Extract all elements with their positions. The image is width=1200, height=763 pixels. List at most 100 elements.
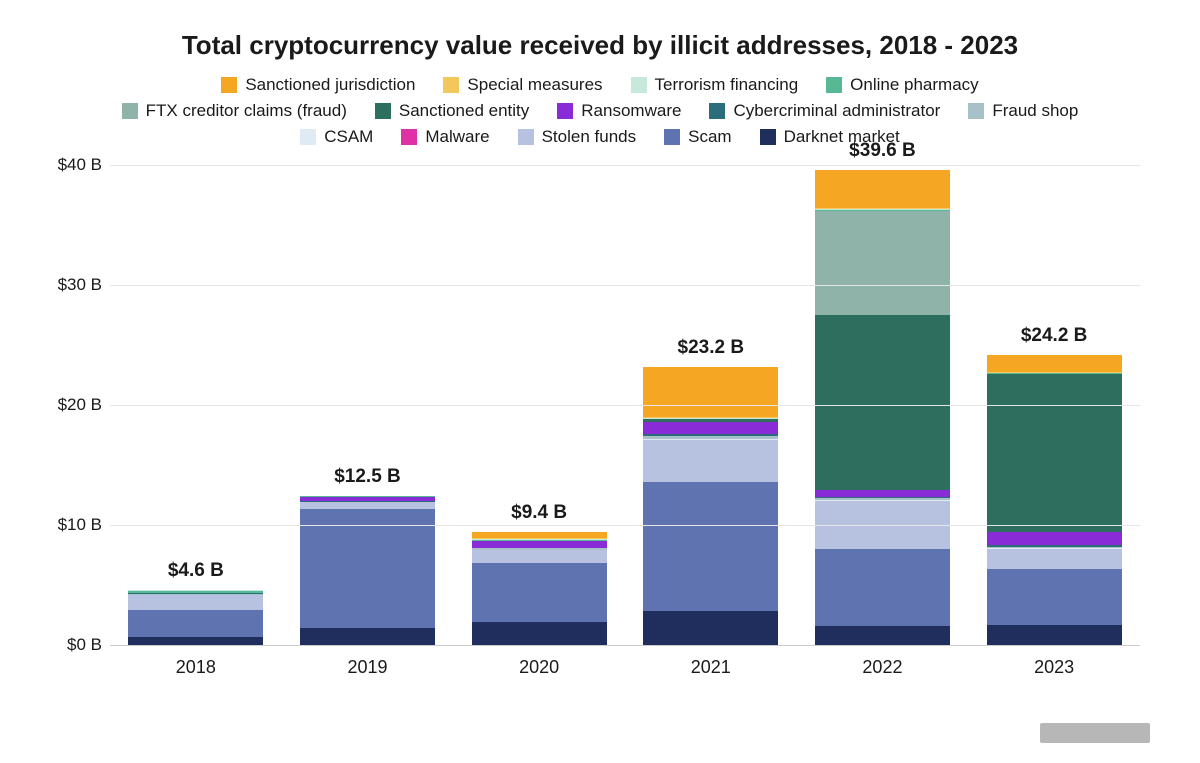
- legend-label: Sanctioned entity: [399, 101, 529, 121]
- bar-segment-stolen-funds: [300, 502, 435, 509]
- legend: Sanctioned jurisdiction Special measures T…: [120, 75, 1080, 147]
- grid-line: [110, 405, 1140, 406]
- bar-segment-stolen-funds: [643, 440, 778, 482]
- bar-segment-scam: [987, 569, 1122, 624]
- bar-column: $39.6 B: [815, 170, 950, 645]
- bar-total-label: $4.6 B: [168, 560, 224, 582]
- legend-item-terrorism-financing: Terrorism financing: [631, 75, 799, 95]
- legend-swatch: [518, 129, 534, 145]
- legend-item-csam: CSAM: [300, 127, 373, 147]
- legend-label: Fraud shop: [992, 101, 1078, 121]
- legend-swatch: [401, 129, 417, 145]
- grid-line: [110, 645, 1140, 646]
- bar-segment-scam: [128, 610, 263, 636]
- legend-item-stolen-funds: Stolen funds: [518, 127, 637, 147]
- legend-item-special-measures: Special measures: [443, 75, 602, 95]
- bar-segment-ransomware: [815, 490, 950, 497]
- legend-swatch: [443, 77, 459, 93]
- bar-stack: $9.4 B: [472, 532, 607, 645]
- bar-column: $12.5 B: [300, 496, 435, 645]
- bar-total-label: $23.2 B: [678, 337, 745, 359]
- x-axis-tick: 2019: [300, 657, 435, 678]
- legend-swatch: [221, 77, 237, 93]
- bar-segment-darknet-market: [300, 628, 435, 645]
- source-attribution-redacted: [1040, 723, 1150, 743]
- bar-segment-sanctioned-jurisdiction: [643, 367, 778, 417]
- legend-item-ftx-creditor-claims: FTX creditor claims (fraud): [122, 101, 347, 121]
- legend-item-malware: Malware: [401, 127, 489, 147]
- x-axis-tick: 2022: [815, 657, 950, 678]
- legend-label: Ransomware: [581, 101, 681, 121]
- chart-container: Total cryptocurrency value received by i…: [0, 0, 1200, 763]
- legend-item-online-pharmacy: Online pharmacy: [826, 75, 979, 95]
- legend-swatch: [826, 77, 842, 93]
- legend-label: Stolen funds: [542, 127, 637, 147]
- bar-segment-sanctioned-entity: [987, 374, 1122, 532]
- x-axis-tick: 2021: [643, 657, 778, 678]
- bar-segment-ransomware: [643, 422, 778, 433]
- x-axis: 2018 2019 2020 2021 2022 2023: [110, 657, 1140, 678]
- legend-item-cybercriminal-admin: Cybercriminal administrator: [709, 101, 940, 121]
- bar-segment-ransomware: [472, 541, 607, 548]
- y-axis-label: $20 B: [50, 395, 102, 415]
- bar-column: $4.6 B: [128, 590, 263, 645]
- x-axis-tick: 2018: [128, 657, 263, 678]
- legend-swatch: [968, 103, 984, 119]
- bar-total-label: $39.6 B: [849, 140, 916, 162]
- bar-segment-darknet-market: [643, 611, 778, 645]
- bar-column: $24.2 B: [987, 355, 1122, 645]
- bar-stack: $23.2 B: [643, 367, 778, 645]
- bar-total-label: $9.4 B: [511, 502, 567, 524]
- bar-segment-scam: [643, 482, 778, 612]
- bar-segment-stolen-funds: [472, 550, 607, 563]
- bar-segment-ftx-creditor-claims: [815, 211, 950, 315]
- legend-swatch: [557, 103, 573, 119]
- bar-segment-darknet-market: [472, 622, 607, 645]
- bar-segment-stolen-funds: [128, 595, 263, 611]
- bar-segment-scam: [300, 509, 435, 628]
- bar-segment-darknet-market: [815, 626, 950, 645]
- legend-label: Malware: [425, 127, 489, 147]
- plot-area: $4.6 B $12.5 B $9.4 B $23.2 B $39.6 B $24.2 B…: [110, 165, 1140, 645]
- bar-segment-darknet-market: [128, 637, 263, 645]
- y-axis-label: $30 B: [50, 275, 102, 295]
- bar-column: $9.4 B: [472, 532, 607, 645]
- bar-total-label: $24.2 B: [1021, 325, 1088, 347]
- y-axis-label: $0 B: [50, 635, 102, 655]
- bar-segment-darknet-market: [987, 625, 1122, 645]
- legend-label: Online pharmacy: [850, 75, 979, 95]
- legend-item-sanctioned-entity: Sanctioned entity: [375, 101, 529, 121]
- legend-item-sanctioned-jurisdiction: Sanctioned jurisdiction: [221, 75, 415, 95]
- y-axis-label: $10 B: [50, 515, 102, 535]
- legend-label: FTX creditor claims (fraud): [146, 101, 347, 121]
- grid-line: [110, 525, 1140, 526]
- x-axis-tick: 2020: [472, 657, 607, 678]
- bar-stack: $12.5 B: [300, 496, 435, 645]
- chart-title: Total cryptocurrency value received by i…: [50, 30, 1150, 61]
- bar-stack: $24.2 B: [987, 355, 1122, 645]
- legend-item-scam: Scam: [664, 127, 731, 147]
- legend-label: CSAM: [324, 127, 373, 147]
- legend-label: Cybercriminal administrator: [733, 101, 940, 121]
- bar-segment-ransomware: [987, 532, 1122, 545]
- legend-label: Sanctioned jurisdiction: [245, 75, 415, 95]
- x-axis-tick: 2023: [987, 657, 1122, 678]
- bar-column: $23.2 B: [643, 367, 778, 645]
- bar-segment-sanctioned-jurisdiction: [987, 355, 1122, 372]
- y-axis-label: $40 B: [50, 155, 102, 175]
- legend-label: Terrorism financing: [655, 75, 799, 95]
- grid-line: [110, 285, 1140, 286]
- bar-segment-stolen-funds: [987, 549, 1122, 569]
- legend-swatch: [300, 129, 316, 145]
- legend-swatch: [631, 77, 647, 93]
- legend-swatch: [664, 129, 680, 145]
- legend-item-ransomware: Ransomware: [557, 101, 681, 121]
- bar-segment-scam: [815, 549, 950, 626]
- bar-segment-sanctioned-entity: [815, 315, 950, 490]
- legend-label: Special measures: [467, 75, 602, 95]
- bar-total-label: $12.5 B: [334, 466, 401, 488]
- legend-swatch: [375, 103, 391, 119]
- grid-line: [110, 165, 1140, 166]
- bar-segment-scam: [472, 563, 607, 622]
- bar-segment-sanctioned-jurisdiction: [815, 170, 950, 208]
